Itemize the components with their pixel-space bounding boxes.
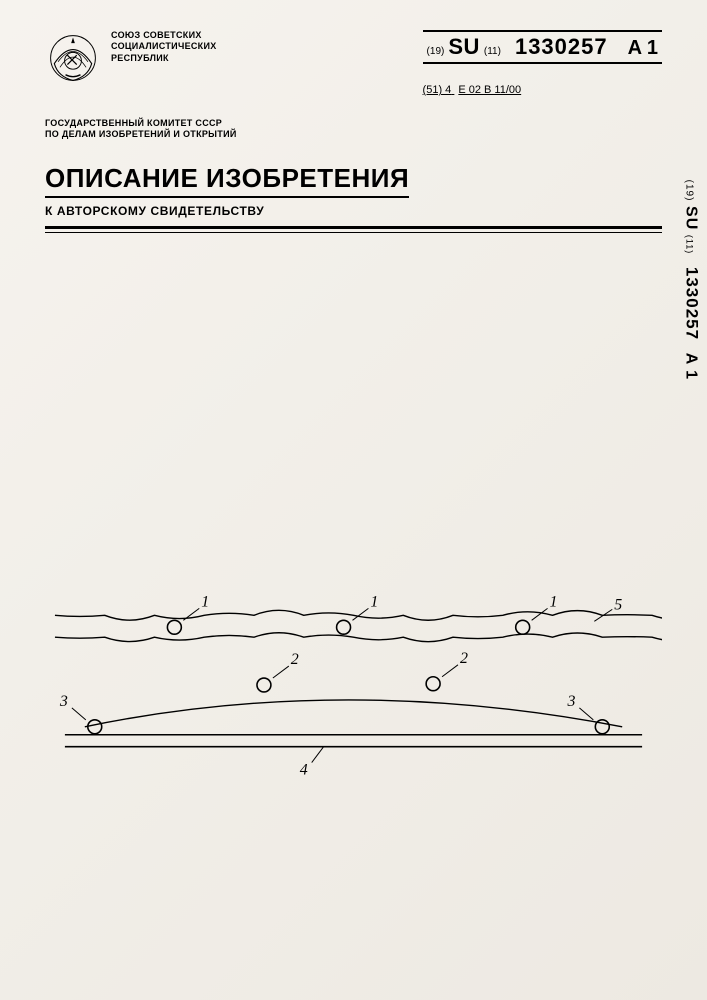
svg-text:2: 2	[460, 650, 468, 667]
main-title: ОПИСАНИЕ ИЗОБРЕТЕНИЯ	[45, 163, 409, 198]
pn-kind: A 1	[628, 37, 658, 60]
emblem-block: СОЮЗ СОВЕТСКИХ СОЦИАЛИСТИЧЕСКИХ РЕСПУБЛИ…	[45, 30, 217, 86]
title-block: ОПИСАНИЕ ИЗОБРЕТЕНИЯ К АВТОРСКОМУ СВИДЕТ…	[45, 163, 662, 233]
side-num: 1330257	[682, 267, 701, 340]
header: СОЮЗ СОВЕТСКИХ СОЦИАЛИСТИЧЕСКИХ РЕСПУБЛИ…	[0, 0, 707, 233]
union-line1: СОЮЗ СОВЕТСКИХ	[111, 30, 217, 41]
ipc-row: (51) 4 E 02 B 11/00	[423, 84, 662, 96]
union-line2: СОЦИАЛИСТИЧЕСКИХ	[111, 41, 217, 52]
rule-thin	[45, 232, 662, 233]
patent-page: СОЮЗ СОВЕТСКИХ СОЦИАЛИСТИЧЕСКИХ РЕСПУБЛИ…	[0, 0, 707, 1000]
patent-number-block: (19) SU (11) 1330257 A 1	[423, 30, 662, 64]
figure: 1 1 1 5 2 2 3 3 4	[45, 587, 662, 777]
pn-su-sub: (11)	[484, 46, 501, 57]
side-prefix: (19)	[683, 180, 694, 202]
patent-number-region: (19) SU (11) 1330257 A 1 (51) 4 E 02 B 1…	[423, 30, 662, 96]
header-top-row: СОЮЗ СОВЕТСКИХ СОЦИАЛИСТИЧЕСКИХ РЕСПУБЛИ…	[45, 30, 662, 96]
svg-text:3: 3	[566, 693, 575, 710]
svg-text:1: 1	[370, 594, 378, 611]
rules	[45, 226, 662, 233]
pn-prefix: (19)	[427, 46, 445, 57]
svg-text:2: 2	[291, 652, 299, 669]
committee-line2: ПО ДЕЛАМ ИЗОБРЕТЕНИЙ И ОТКРЫТИЙ	[45, 129, 662, 140]
committee-line1: ГОСУДАРСТВЕННЫЙ КОМИТЕТ СССР	[45, 118, 662, 129]
ussr-emblem-icon	[45, 30, 101, 86]
side-patent-label: (19) SU (11) 1330257 A 1	[681, 180, 701, 380]
union-line3: РЕСПУБЛИК	[111, 53, 217, 64]
subtitle: К АВТОРСКОМУ СВИДЕТЕЛЬСТВУ	[45, 204, 662, 218]
svg-text:1: 1	[550, 594, 558, 611]
side-sub: (11)	[684, 235, 694, 254]
ipc-prefix: (51) 4	[423, 84, 452, 96]
committee: ГОСУДАРСТВЕННЫЙ КОМИТЕТ СССР ПО ДЕЛАМ ИЗ…	[45, 118, 662, 141]
ipc-code: E 02 B 11/00	[458, 84, 521, 96]
svg-text:5: 5	[614, 597, 622, 614]
rule-thick	[45, 226, 662, 229]
pn-su: SU	[448, 34, 480, 60]
svg-text:4: 4	[300, 762, 308, 777]
svg-text:1: 1	[201, 594, 209, 611]
svg-text:3: 3	[59, 693, 68, 710]
side-su: SU	[682, 206, 699, 230]
side-a1: A 1	[682, 353, 699, 380]
diagram-svg: 1 1 1 5 2 2 3 3 4	[45, 587, 662, 777]
pn-number: 1330257	[515, 34, 608, 60]
union-text: СОЮЗ СОВЕТСКИХ СОЦИАЛИСТИЧЕСКИХ РЕСПУБЛИ…	[111, 30, 217, 64]
